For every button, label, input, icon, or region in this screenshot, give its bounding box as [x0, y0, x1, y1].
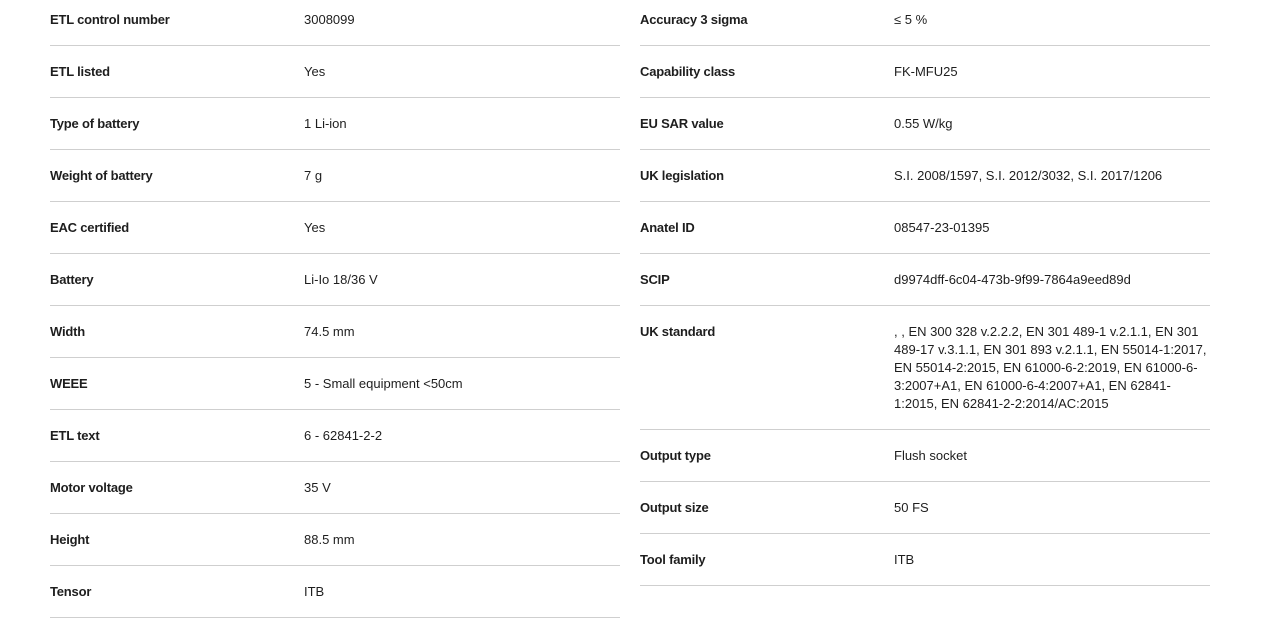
spec-row: Output size 50 FS	[640, 482, 1210, 534]
spec-table-left: ETL control number 3008099 ETL listed Yes Ty…	[50, 0, 620, 618]
spec-label: UK standard	[640, 324, 716, 339]
spec-value: Li-Io 18/36 V	[304, 272, 378, 287]
spec-label: UK legislation	[640, 168, 724, 183]
spec-label: Motor voltage	[50, 480, 133, 495]
spec-value: 5 - Small equipment <50cm	[304, 376, 463, 391]
spec-label: EU SAR value	[640, 116, 724, 131]
spec-value: ≤ 5 %	[894, 12, 928, 27]
spec-label: Tensor	[50, 584, 92, 599]
spec-label: ETL control number	[50, 12, 170, 27]
spec-label: Anatel ID	[640, 220, 695, 235]
spec-row: Height 88.5 mm	[50, 514, 620, 566]
spec-value: 6 - 62841-2-2	[304, 428, 383, 443]
spec-value: 0.55 W/kg	[894, 116, 953, 131]
spec-label: SCIP	[640, 272, 670, 287]
spec-label: Capability class	[640, 64, 736, 79]
spec-value: d9974dff-6c04-473b-9f99-7864a9eed89d	[894, 272, 1131, 287]
spec-row: Type of battery 1 Li-ion	[50, 98, 620, 150]
spec-label: ETL text	[50, 428, 100, 443]
spec-value: Flush socket	[894, 448, 967, 463]
spec-row: Weight of battery 7 g	[50, 150, 620, 202]
spec-label: Output type	[640, 448, 711, 463]
spec-row: ETL listed Yes	[50, 46, 620, 98]
spec-value: FK-MFU25	[894, 64, 958, 79]
spec-row: Tool family ITB	[640, 534, 1210, 586]
spec-row: Width 74.5 mm	[50, 306, 620, 358]
spec-label: Tool family	[640, 552, 706, 567]
spec-value: ITB	[894, 552, 915, 567]
spec-value: 3008099	[304, 12, 355, 27]
spec-value: 35 V	[304, 480, 331, 495]
spec-value: 08547-23-01395	[894, 220, 990, 235]
spec-value: S.I. 2008/1597, S.I. 2012/3032, S.I. 201…	[894, 168, 1163, 183]
spec-row: EU SAR value 0.55 W/kg	[640, 98, 1210, 150]
spec-value: 7 g	[304, 168, 323, 183]
spec-value: 1 Li-ion	[304, 116, 347, 131]
spec-value: 88.5 mm	[304, 532, 355, 547]
spec-value: , , EN 300 328 v.2.2.2, EN 301 489-1 v.2…	[894, 324, 1207, 411]
spec-label: Output size	[640, 500, 709, 515]
spec-label: Accuracy 3 sigma	[640, 12, 748, 27]
spec-row: Battery Li-Io 18/36 V	[50, 254, 620, 306]
spec-value: 50 FS	[894, 500, 929, 515]
spec-value: Yes	[304, 220, 326, 235]
spec-label: WEEE	[50, 376, 88, 391]
spec-value: ITB	[304, 584, 325, 599]
spec-row: Motor voltage 35 V	[50, 462, 620, 514]
spec-row: Output type Flush socket	[640, 430, 1210, 482]
spec-label: Width	[50, 324, 85, 339]
spec-row: EAC certified Yes	[50, 202, 620, 254]
spec-label: ETL listed	[50, 64, 110, 79]
spec-row: Capability class FK-MFU25	[640, 46, 1210, 98]
spec-value: 74.5 mm	[304, 324, 355, 339]
spec-label: Battery	[50, 272, 94, 287]
spec-row: ETL control number 3008099	[50, 0, 620, 46]
spec-row: WEEE 5 - Small equipment <50cm	[50, 358, 620, 410]
spec-row: SCIP d9974dff-6c04-473b-9f99-7864a9eed89d	[640, 254, 1210, 306]
spec-row: Tensor ITB	[50, 566, 620, 618]
spec-row: UK standard , , EN 300 328 v.2.2.2, EN 30…	[640, 306, 1210, 430]
spec-label: Type of battery	[50, 116, 140, 131]
spec-label: EAC certified	[50, 220, 130, 235]
spec-row: UK legislation S.I. 2008/1597, S.I. 2012/…	[640, 150, 1210, 202]
spec-row: Anatel ID 08547-23-01395	[640, 202, 1210, 254]
spec-label: Weight of battery	[50, 168, 153, 183]
spec-row: ETL text 6 - 62841-2-2	[50, 410, 620, 462]
spec-row: Accuracy 3 sigma ≤ 5 %	[640, 0, 1210, 46]
spec-label: Height	[50, 532, 90, 547]
spec-table-right: Accuracy 3 sigma ≤ 5 % Capability class FK-…	[640, 0, 1210, 586]
spec-value: Yes	[304, 64, 326, 79]
